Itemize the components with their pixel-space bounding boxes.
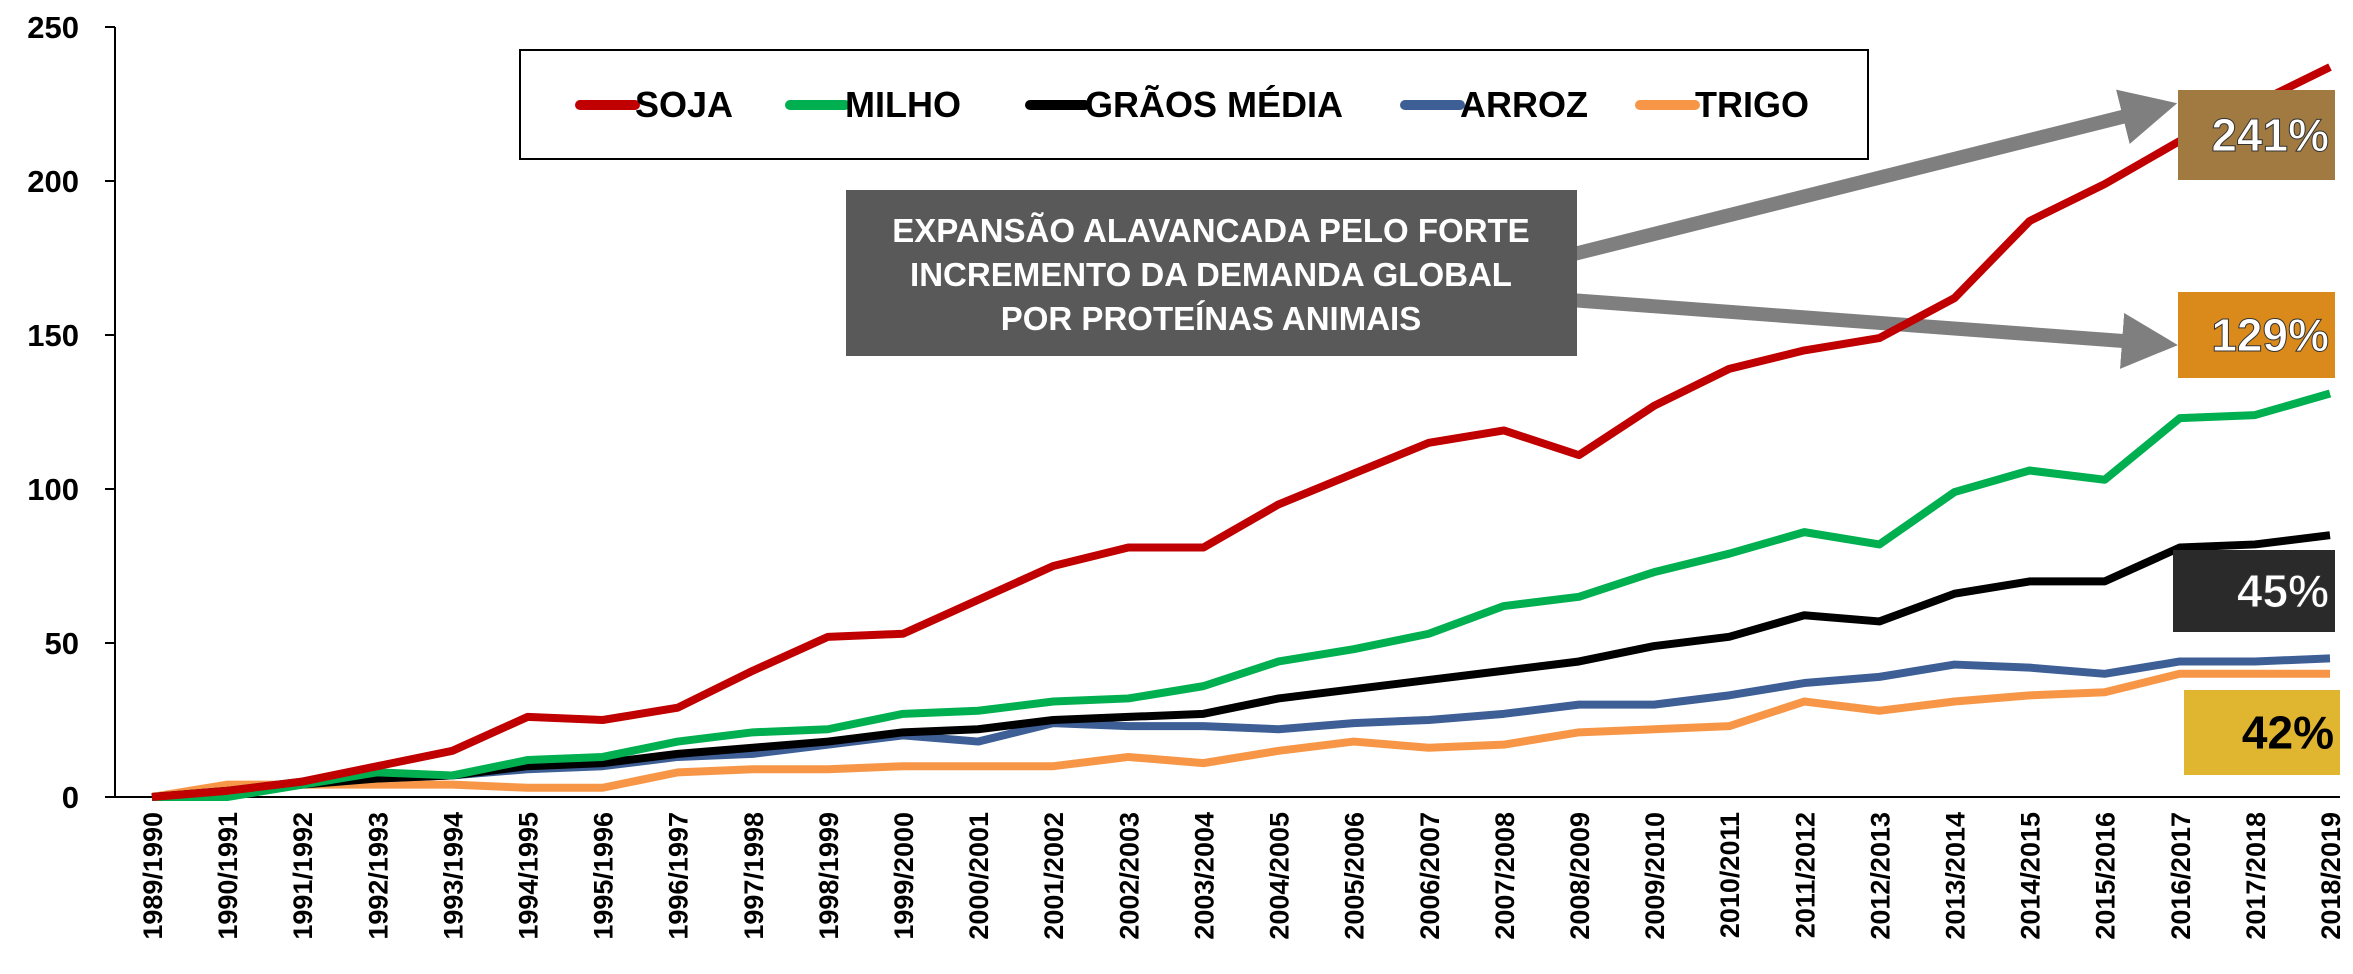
y-tick-label: 200 [27, 164, 79, 199]
x-tick-label: 2018/2019 [2316, 812, 2346, 940]
y-tick-label: 50 [45, 626, 79, 661]
y-tick-label: 0 [62, 780, 79, 815]
x-tick-label: 2015/2016 [2091, 812, 2121, 940]
callout-label: 45% [2237, 565, 2329, 617]
x-tick-label: 1994/1995 [514, 812, 544, 940]
x-tick-label: 1997/1998 [739, 812, 769, 940]
line-series [151, 63, 2332, 801]
legend-label: SOJA [635, 84, 733, 125]
annotation-text: POR PROTEÍNAS ANIMAIS [1001, 300, 1421, 337]
x-tick-label: 1991/1992 [288, 812, 318, 940]
x-tick-label: 1998/1999 [814, 812, 844, 940]
x-tick-label: 2005/2006 [1340, 812, 1370, 940]
line-series [151, 531, 2331, 801]
annotation-text: EXPANSÃO ALAVANCADA PELO FORTE [892, 212, 1529, 249]
callout-label: 241% [2211, 109, 2329, 161]
legend-label: ARROZ [1460, 84, 1588, 125]
annotation-text: INCREMENTO DA DEMANDA GLOBAL [910, 256, 1512, 293]
x-tick-label: 2013/2014 [1940, 812, 1970, 940]
legend-label: MILHO [845, 84, 961, 125]
x-tick-label: 2007/2008 [1490, 812, 1520, 940]
x-tick-label: 2017/2018 [2241, 812, 2271, 940]
x-tick-label: 2008/2009 [1565, 812, 1595, 940]
x-tick-label: 2016/2017 [2166, 812, 2196, 940]
callout-image [2173, 550, 2335, 632]
x-tick-label: 2014/2015 [2016, 812, 2046, 940]
line-series [151, 669, 2330, 801]
x-tick-label: 2009/2010 [1640, 812, 1670, 940]
callout-label: 42% [2242, 707, 2334, 759]
x-tick-label: 2001/2002 [1039, 812, 1069, 940]
callout-image [2178, 90, 2335, 180]
x-tick-label: 2004/2005 [1265, 812, 1295, 940]
legend-label: TRIGO [1695, 84, 1809, 125]
x-tick-label: 1993/1994 [438, 812, 468, 940]
x-tick-label: 2000/2001 [964, 812, 994, 940]
arrow [1568, 89, 2178, 262]
legend-label: GRÃOS MÉDIA [1085, 83, 1343, 125]
x-tick-label: 1992/1993 [363, 812, 393, 940]
x-tick-label: 2011/2012 [1790, 812, 1820, 938]
x-tick-label: 1990/1991 [213, 812, 243, 940]
y-tick-label: 150 [27, 318, 79, 353]
x-tick-label: 2006/2007 [1415, 812, 1445, 940]
callout-image [2178, 292, 2335, 378]
x-tick-label: 2010/2011 [1715, 812, 1745, 938]
x-tick-label: 1999/2000 [889, 812, 919, 940]
x-tick-label: 2002/2003 [1114, 812, 1144, 940]
annotation-box [846, 190, 1577, 356]
callout-label: 129% [2211, 309, 2329, 361]
x-tick-label: 1989/1990 [138, 812, 168, 940]
y-tick-label: 100 [27, 472, 79, 507]
x-tick-label: 1995/1996 [589, 812, 619, 940]
y-tick-label: 250 [27, 10, 79, 45]
callout-image [2184, 690, 2340, 775]
x-tick-label: 2003/2004 [1189, 812, 1219, 940]
x-tick-label: 2012/2013 [1865, 812, 1895, 940]
x-tick-label: 1996/1997 [664, 812, 694, 940]
arrow [1569, 293, 2178, 369]
line-series [152, 389, 2332, 801]
